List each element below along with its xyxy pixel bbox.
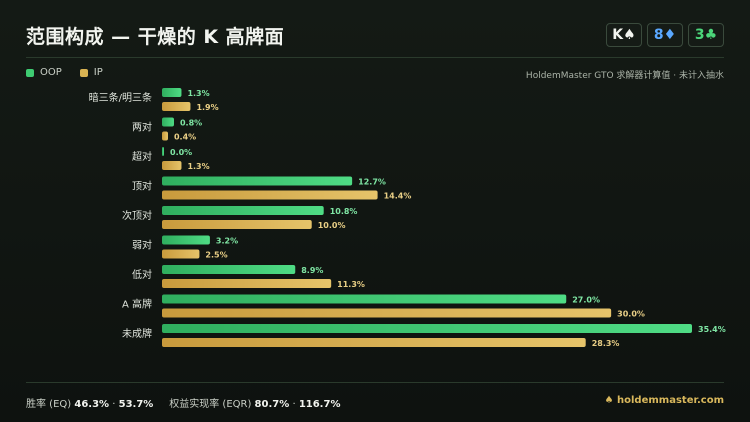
bar-oop: [162, 117, 174, 127]
bar-ip: [162, 102, 191, 111]
bar-oop: [162, 235, 210, 245]
eq-label: 胜率 (EQ): [26, 399, 72, 410]
data-label-oop: 12.7%: [358, 178, 386, 187]
eqr-separator: ·: [292, 399, 296, 410]
card-rank: K: [612, 27, 624, 43]
category-label: 未成牌: [122, 327, 152, 340]
bar-ip: [162, 338, 586, 347]
data-label-oop: 3.2%: [216, 237, 238, 246]
data-label-ip: 1.3%: [187, 162, 209, 171]
bar-oop: [162, 206, 324, 215]
bar-oop: [162, 88, 182, 97]
footer-stats: 胜率 (EQ) 46.3% · 53.7% 权益实现率 (EQR) 80.7% …: [26, 395, 340, 410]
data-label-ip: 28.3%: [592, 339, 620, 348]
category-label: 顶对: [132, 180, 152, 193]
bar-oop: [162, 176, 353, 186]
board-card-1: K ♠: [606, 23, 642, 47]
header-divider: [26, 57, 724, 58]
card-suit-diamond-icon: ♦: [663, 27, 677, 43]
legend-item-ip: IP: [79, 67, 103, 78]
eqr-ip-value: 116.7%: [298, 399, 341, 410]
bar-ip: [162, 190, 378, 200]
data-label-oop: 1.3%: [187, 89, 209, 98]
legend-swatch-ip: [79, 68, 88, 77]
bar-ip: [162, 249, 200, 259]
bar-ip: [162, 220, 312, 229]
bar-ip: [162, 131, 168, 141]
legend-label-ip: IP: [93, 67, 103, 78]
data-label-oop: 8.9%: [301, 266, 323, 275]
category-label: 超对: [132, 150, 152, 163]
bar-ip: [162, 279, 332, 288]
bar-ip: [162, 308, 612, 318]
data-label-ip: 11.3%: [337, 280, 365, 289]
board-card-2: 8 ♦: [647, 23, 683, 47]
data-label-oop: 0.0%: [170, 148, 192, 157]
legend-item-oop: OOP: [26, 67, 62, 78]
category-label: 两对: [132, 121, 152, 134]
legend-swatch-oop: [26, 68, 34, 77]
brand-link[interactable]: ♠ holdemmaster.com: [605, 395, 724, 406]
bar-oop: [162, 294, 567, 304]
data-label-oop: 10.8%: [330, 207, 358, 216]
eqr-label: 权益实现率 (EQR): [169, 399, 252, 410]
eq-ip-value: 53.7%: [118, 399, 154, 410]
legend-label-oop: OOP: [40, 67, 62, 78]
data-label-ip: 30.0%: [617, 310, 645, 319]
spade-icon: ♠: [604, 395, 614, 406]
footer-divider: [26, 382, 724, 383]
bar-oop: [162, 324, 692, 333]
page-title: 范围构成 — 干燥的 K 高牌面: [26, 26, 285, 48]
eq-oop-value: 46.3%: [74, 399, 110, 410]
data-label-oop: 35.4%: [698, 325, 726, 334]
category-label: 低对: [132, 268, 152, 281]
data-label-oop: 27.0%: [572, 296, 600, 305]
bar-oop: [162, 147, 164, 156]
chart-legend: OOP IP: [26, 67, 103, 78]
eqr-oop-value: 80.7%: [254, 399, 290, 410]
data-label-ip: 10.0%: [318, 221, 346, 230]
brand-name: holdemmaster.com: [617, 395, 724, 406]
card-suit-club-icon: ♣: [704, 27, 718, 43]
card-rank: 8: [653, 27, 664, 43]
eq-separator: ·: [112, 399, 116, 410]
board-card-3: 3 ♣: [688, 23, 724, 47]
data-label-oop: 0.8%: [180, 119, 202, 128]
category-label: A 高牌: [122, 298, 152, 311]
data-label-ip: 0.4%: [174, 133, 196, 142]
data-label-ip: 14.4%: [384, 192, 412, 201]
card-rank: 3: [694, 27, 705, 43]
category-label: 暗三条/明三条: [89, 91, 152, 104]
data-label-ip: 1.9%: [196, 103, 218, 112]
card-suit-spade-icon: ♠: [623, 27, 636, 43]
bar-oop: [162, 265, 296, 274]
board-cards: K ♠ 8 ♦ 3 ♣: [606, 23, 724, 47]
source-note: HoldemMaster GTO 求解器计算值 · 未计入抽水: [525, 71, 724, 81]
category-label: 次顶对: [122, 209, 152, 222]
bar-ip: [162, 161, 182, 170]
data-label-ip: 2.5%: [205, 251, 227, 260]
category-label: 弱对: [132, 239, 152, 252]
